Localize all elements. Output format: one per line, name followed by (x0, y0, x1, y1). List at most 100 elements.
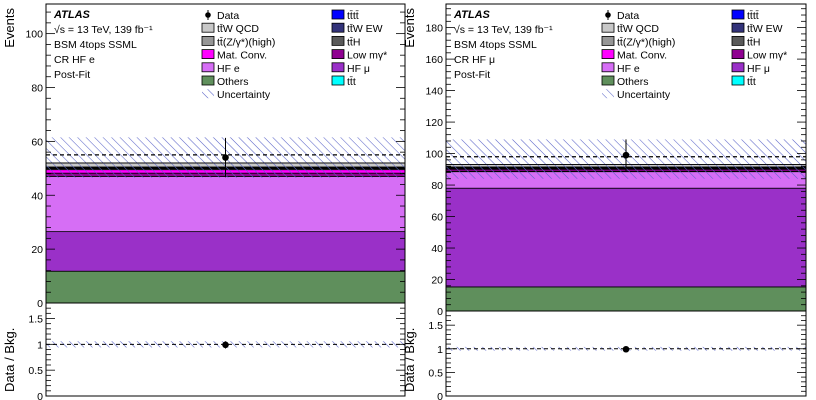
legend-swatch (331, 22, 345, 33)
legend-entry-ttH: tt̄H (731, 36, 760, 48)
ratio-tick-label: 0 (37, 391, 43, 400)
legend-swatch (331, 36, 345, 46)
legend-swatch (331, 75, 345, 86)
y-tick-label: 100 (425, 149, 443, 161)
legend-label: HF e (217, 63, 240, 75)
legend-swatch (601, 22, 615, 33)
y-tick-label: 160 (425, 54, 443, 66)
legend-label: tt̄(Z/γ*)(high) (617, 36, 675, 48)
ratio-point (622, 345, 630, 353)
legend-swatch (601, 62, 615, 73)
legend-entry-ttW_ew: tt̄W EW (731, 22, 783, 35)
y-tick-label: 20 (431, 275, 443, 287)
legend-swatch (201, 75, 215, 86)
analysis-label: BSM 4tops SSML (54, 39, 137, 51)
ratio-plot-frame (445, 310, 807, 397)
y-tick-label: 140 (425, 86, 443, 98)
legend-label: Data (617, 10, 639, 22)
legend-entry-tttt: tt̄tt̄ (331, 9, 359, 22)
y-tick-label: 60 (31, 136, 43, 148)
legend-swatch (331, 49, 345, 59)
legend-label: tt̄W EW (747, 23, 783, 35)
legend-swatch (201, 36, 215, 46)
legend-entry-mat_conv: Mat. Conv. (601, 49, 667, 62)
legend-entry-uncertainty: Uncertainty (602, 89, 671, 101)
legend-swatch (331, 62, 345, 73)
y-tick-label: 40 (431, 243, 443, 255)
stack-bar-hf_mu (445, 187, 807, 288)
legend-label: HF e (617, 63, 640, 75)
energy-label: √s = 13 TeV, 139 fb⁻¹ (454, 24, 553, 36)
legend-label: Others (617, 76, 649, 88)
energy-label: √s = 13 TeV, 139 fb⁻¹ (54, 24, 153, 36)
legend-entry-mat_conv: Mat. Conv. (201, 49, 267, 62)
legend-swatch (331, 9, 345, 20)
y-tick-label: 60 (431, 212, 443, 224)
legend-entry-tttt: tt̄tt̄ (731, 9, 759, 22)
legend-label: tt̄W QCD (217, 23, 259, 35)
legend-label: Uncertainty (217, 89, 271, 101)
ratio-point (222, 341, 229, 349)
legend-label: Mat. Conv. (617, 50, 667, 62)
legend-swatch (731, 36, 745, 46)
legend-entry-ttt: tt̄t (731, 75, 756, 88)
legend-entry-hf_mu: HF μ (731, 62, 770, 75)
ratio-tick-label: 0 (437, 391, 443, 400)
ratio-tick-label: 1.5 (428, 320, 443, 332)
legend-entry-ttZ: tt̄(Z/γ*)(high) (201, 36, 275, 48)
y-tick-label: 0 (37, 298, 43, 310)
legend-swatch (202, 89, 214, 99)
legend-swatch (731, 75, 745, 86)
stack-bar-others (445, 286, 807, 312)
legend-swatch (731, 49, 745, 59)
legend-swatch (731, 9, 745, 20)
legend-swatch (201, 62, 215, 73)
y-tick-label: 80 (31, 83, 43, 95)
legend-entry-others: Others (601, 75, 649, 88)
legend-label: tt̄t (347, 76, 356, 88)
legend-entry-ttW_ew: tt̄W EW (331, 22, 383, 35)
y-tick-label: 40 (31, 190, 43, 202)
legend-label: tt̄t (747, 76, 756, 88)
legend-label: HF μ (747, 63, 770, 75)
legend-entry-uncertainty: Uncertainty (202, 89, 271, 101)
y-axis-title: Events (2, 8, 17, 48)
chart-panel-2: 0 20 40 60 80 100 120 140 160 180 Events ATLAS √s = … (402, 3, 807, 400)
legend-label: Uncertainty (617, 89, 671, 101)
region-label: CR HF μ (454, 54, 495, 66)
legend-entry-hf_mu: HF μ (331, 62, 370, 75)
ratio-tick-label: 0.5 (28, 365, 43, 377)
ratio-plot-frame (45, 302, 406, 397)
ratio-tick-label: 1 (437, 344, 443, 356)
legend-swatch (201, 49, 215, 59)
legend-label: Low mγ* (747, 50, 787, 62)
region-label: CR HF e (54, 54, 95, 66)
legend-swatch (201, 22, 215, 33)
y-tick-label: 0 (437, 306, 443, 318)
ratio-tick-label: 1 (37, 339, 43, 351)
ratio-tick-label: 1.5 (28, 314, 43, 326)
legend-swatch (601, 36, 615, 46)
fit-label: Post-Fit (454, 69, 490, 81)
legend-swatch (602, 89, 614, 99)
legend-entry-ttH: tt̄H (331, 36, 360, 48)
y-tick-label: 120 (425, 117, 443, 129)
legend-swatch (601, 49, 615, 59)
legend-label: HF μ (347, 63, 370, 75)
legend-label: tt̄H (347, 36, 360, 48)
legend-marker (605, 12, 611, 18)
legend-entry-ttW_qcd: tt̄W QCD (201, 22, 259, 35)
fit-label: Post-Fit (54, 69, 90, 81)
legend-label: tt̄(Z/γ*)(high) (217, 36, 275, 48)
y-tick-label: 20 (31, 244, 43, 256)
data-point (622, 151, 630, 159)
legend-label: Mat. Conv. (217, 50, 267, 62)
ratio-tick-label: 0.5 (428, 367, 443, 379)
legend-entry-hf_e: HF e (201, 62, 240, 75)
legend-label: tt̄tt̄ (747, 10, 759, 22)
legend-label: tt̄W EW (347, 23, 383, 35)
analysis-label: BSM 4tops SSML (454, 39, 537, 51)
legend-label: tt̄tt̄ (347, 10, 359, 22)
legend-entry-ttZ: tt̄(Z/γ*)(high) (601, 36, 675, 48)
